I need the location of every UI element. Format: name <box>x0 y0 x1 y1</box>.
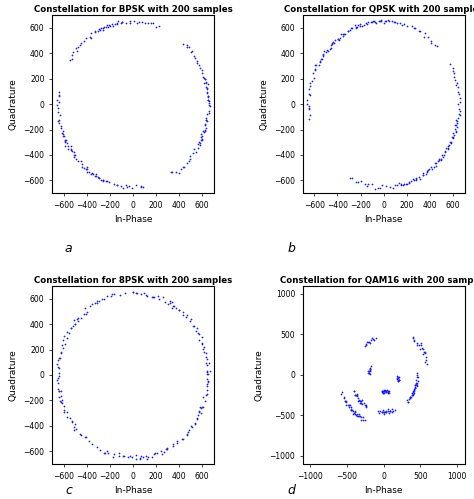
X-axis label: In-Phase: In-Phase <box>114 486 152 496</box>
X-axis label: In-Phase: In-Phase <box>365 216 403 225</box>
Text: a: a <box>65 242 73 255</box>
X-axis label: In-Phase: In-Phase <box>365 486 403 496</box>
Text: b: b <box>288 242 295 255</box>
Title: Constellation for BPSK with 200 samples: Constellation for BPSK with 200 samples <box>34 5 232 14</box>
Title: Constellation for 8PSK with 200 samples: Constellation for 8PSK with 200 samples <box>34 276 232 285</box>
Y-axis label: Quadrature: Quadrature <box>260 78 269 130</box>
Title: Constellation for QPSK with 200 samples: Constellation for QPSK with 200 samples <box>284 5 474 14</box>
Text: d: d <box>288 484 295 497</box>
Y-axis label: Quadrature: Quadrature <box>255 349 264 401</box>
X-axis label: In-Phase: In-Phase <box>114 216 152 225</box>
Y-axis label: Quadrature: Quadrature <box>9 78 18 130</box>
Y-axis label: Quadrature: Quadrature <box>9 349 18 401</box>
Title: Constellation for QAM16 with 200 samples: Constellation for QAM16 with 200 samples <box>280 276 474 285</box>
Text: c: c <box>65 484 72 497</box>
